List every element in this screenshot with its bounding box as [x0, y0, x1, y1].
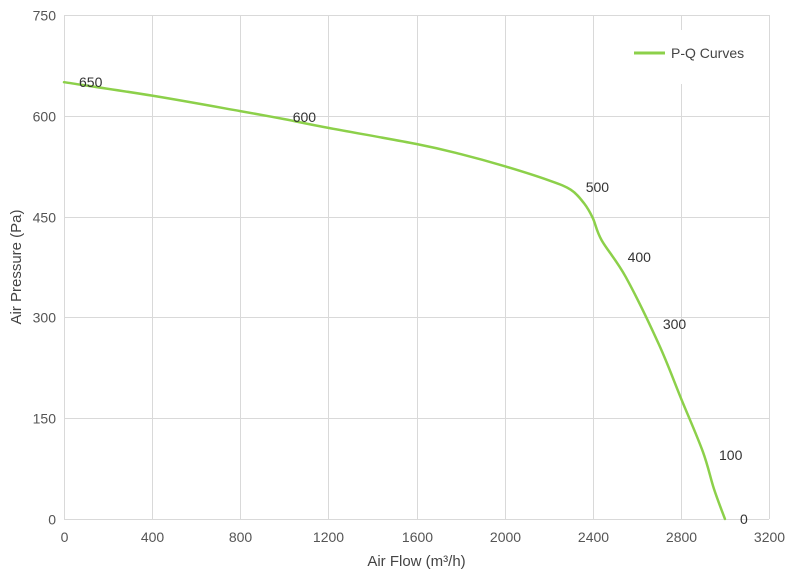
data-label: 100 — [719, 447, 743, 463]
x-axis-ticks: 0 400 800 1200 1600 2000 2400 2800 3200 — [61, 529, 786, 545]
legend-label-pq-curves: P-Q Curves — [671, 45, 744, 61]
series-layer — [62, 80, 727, 521]
y-tick-label: 150 — [33, 411, 57, 427]
x-tick-label: 2800 — [666, 529, 697, 545]
x-axis-title: Air Flow (m³/h) — [367, 553, 465, 570]
data-label: 300 — [663, 316, 687, 332]
y-axis-title: Air Pressure (Pa) — [8, 209, 25, 324]
data-label: 400 — [628, 249, 652, 265]
legend[interactable]: P-Q Curves — [622, 30, 767, 84]
y-axis-ticks: 0 150 300 450 600 750 — [33, 8, 57, 528]
y-tick-label: 600 — [33, 109, 57, 125]
x-tick-label: 1600 — [402, 529, 433, 545]
data-label: 0 — [740, 511, 748, 527]
data-labels: 650 600 500 400 300 100 0 — [79, 74, 748, 527]
y-tick-label: 0 — [48, 512, 56, 528]
legend-background — [622, 30, 767, 84]
data-label: 500 — [586, 179, 610, 195]
x-tick-label: 0 — [61, 529, 69, 545]
data-label: 650 — [79, 74, 103, 90]
y-tick-label: 750 — [33, 8, 57, 24]
data-label: 600 — [293, 109, 317, 125]
series-line-0 — [62, 80, 727, 521]
grid — [64, 15, 770, 520]
x-tick-label: 2000 — [490, 529, 521, 545]
y-tick-label: 300 — [33, 310, 57, 326]
x-tick-label: 400 — [141, 529, 165, 545]
y-tick-label: 450 — [33, 210, 57, 226]
x-tick-label: 3200 — [754, 529, 785, 545]
x-tick-label: 2400 — [578, 529, 609, 545]
x-tick-label: 1200 — [313, 529, 344, 545]
x-tick-label: 800 — [229, 529, 253, 545]
